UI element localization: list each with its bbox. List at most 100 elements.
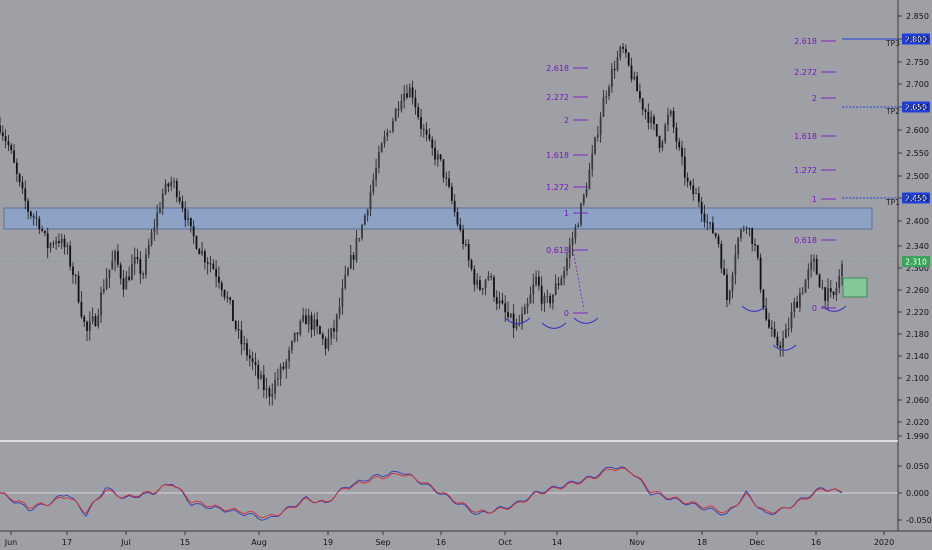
candle-body: [375, 167, 377, 180]
candle-body: [52, 243, 55, 245]
candle-body: [386, 132, 389, 137]
candle-body: [240, 330, 243, 345]
candle-body: [136, 257, 139, 260]
oscillator-tick-label: -0.050: [906, 516, 932, 525]
candle-body: [723, 268, 726, 275]
time-tick-label: 16: [811, 538, 821, 547]
price-tick-label: 2.500: [906, 172, 929, 181]
fib-right-label: 2.272: [794, 68, 817, 77]
candle-body: [282, 366, 285, 369]
candle-body: [29, 211, 32, 217]
candle-body: [271, 393, 274, 397]
candle-body: [591, 153, 594, 170]
candle-body: [661, 141, 664, 148]
candle-body: [195, 236, 198, 249]
fib-left-label: 2: [564, 116, 569, 125]
candle-body: [232, 300, 234, 322]
candle-body: [689, 181, 692, 186]
price-tick-label: 2.300: [906, 264, 929, 273]
candle-body: [60, 238, 63, 244]
candle-body: [703, 213, 706, 222]
target-price-label: 2.450: [905, 194, 927, 203]
candle-body: [335, 314, 338, 332]
candle-body: [627, 52, 630, 66]
candle-body: [333, 328, 335, 332]
time-axis: Jun 17 Jul 15 Aug 19 Sep 16 Oct 14 Nov 18 Dec 16 2020: [4, 531, 894, 547]
candle-body: [546, 295, 549, 297]
candle-body: [686, 177, 689, 182]
time-tick-label: 16: [436, 538, 446, 547]
candle-body: [187, 217, 189, 221]
candle-body: [790, 311, 793, 329]
candle-body: [714, 233, 717, 237]
candle-body: [417, 107, 420, 118]
fib-right-label: 1.272: [794, 166, 817, 175]
fib-extension-right: 2.618 2.272 2 1.618 1.272 1 0.618 0: [794, 37, 836, 313]
time-tick-label: Jul: [120, 538, 131, 547]
candle-body: [787, 328, 790, 330]
candle-body: [24, 188, 27, 201]
candle-body: [46, 233, 49, 249]
candle-body: [762, 289, 765, 309]
candle-body: [523, 306, 526, 315]
candle-body: [293, 332, 296, 342]
candle-body: [125, 276, 128, 290]
candle-body: [69, 245, 72, 267]
candle-body: [189, 217, 192, 227]
pattern-arc: [504, 317, 531, 325]
candle-body: [507, 312, 509, 318]
candle-body: [218, 276, 220, 283]
candle-body: [274, 379, 276, 394]
fib-right-label: 0.618: [794, 236, 817, 245]
candle-body: [122, 278, 125, 290]
candle-body: [465, 244, 467, 245]
candle-body: [83, 316, 86, 322]
candle-body: [498, 300, 501, 304]
candle-body: [355, 238, 358, 260]
candle-body: [21, 182, 24, 189]
candle-body: [827, 288, 829, 301]
candle-body: [299, 321, 302, 335]
candle-body: [173, 181, 175, 182]
candle-body: [563, 271, 566, 279]
candle-body: [422, 128, 425, 130]
candle-body: [72, 266, 74, 275]
candle-body: [119, 264, 122, 279]
candle-body: [296, 332, 299, 335]
candle-body: [838, 276, 841, 288]
price-series: [0, 42, 843, 406]
fib-left-label: 0.618: [546, 246, 569, 255]
candle-body: [582, 195, 585, 204]
candle-body: [549, 295, 552, 304]
candle-body: [94, 316, 97, 327]
price-tick-label: 2.140: [906, 352, 929, 361]
candle-body: [352, 255, 355, 260]
candle-body: [605, 96, 608, 98]
candle-body: [285, 361, 288, 369]
oscillator-line: [0, 466, 843, 521]
oscillator-pane: [0, 466, 898, 521]
candle-body: [537, 276, 540, 286]
candle-body: [731, 274, 734, 291]
target-price-label: 2.650: [905, 103, 927, 112]
candle-body: [613, 68, 616, 71]
time-tick-label: Nov: [629, 538, 645, 547]
candle-body: [799, 293, 801, 308]
fib-left-label: 0: [564, 309, 569, 318]
candle-body: [653, 116, 655, 125]
candle-body: [420, 117, 422, 129]
candle-body: [490, 276, 493, 278]
candle-body: [484, 279, 487, 289]
candle-body: [751, 228, 754, 245]
candle-body: [220, 282, 223, 291]
candle-body: [678, 141, 681, 148]
candle-body: [378, 152, 380, 168]
candle-body: [515, 324, 518, 329]
candle-body: [192, 226, 195, 237]
candle-body: [639, 91, 641, 99]
candle-body: [86, 321, 88, 331]
candle-body: [501, 300, 504, 304]
candle-body: [672, 111, 675, 128]
candle-body: [383, 136, 386, 144]
candle-body: [128, 276, 131, 281]
